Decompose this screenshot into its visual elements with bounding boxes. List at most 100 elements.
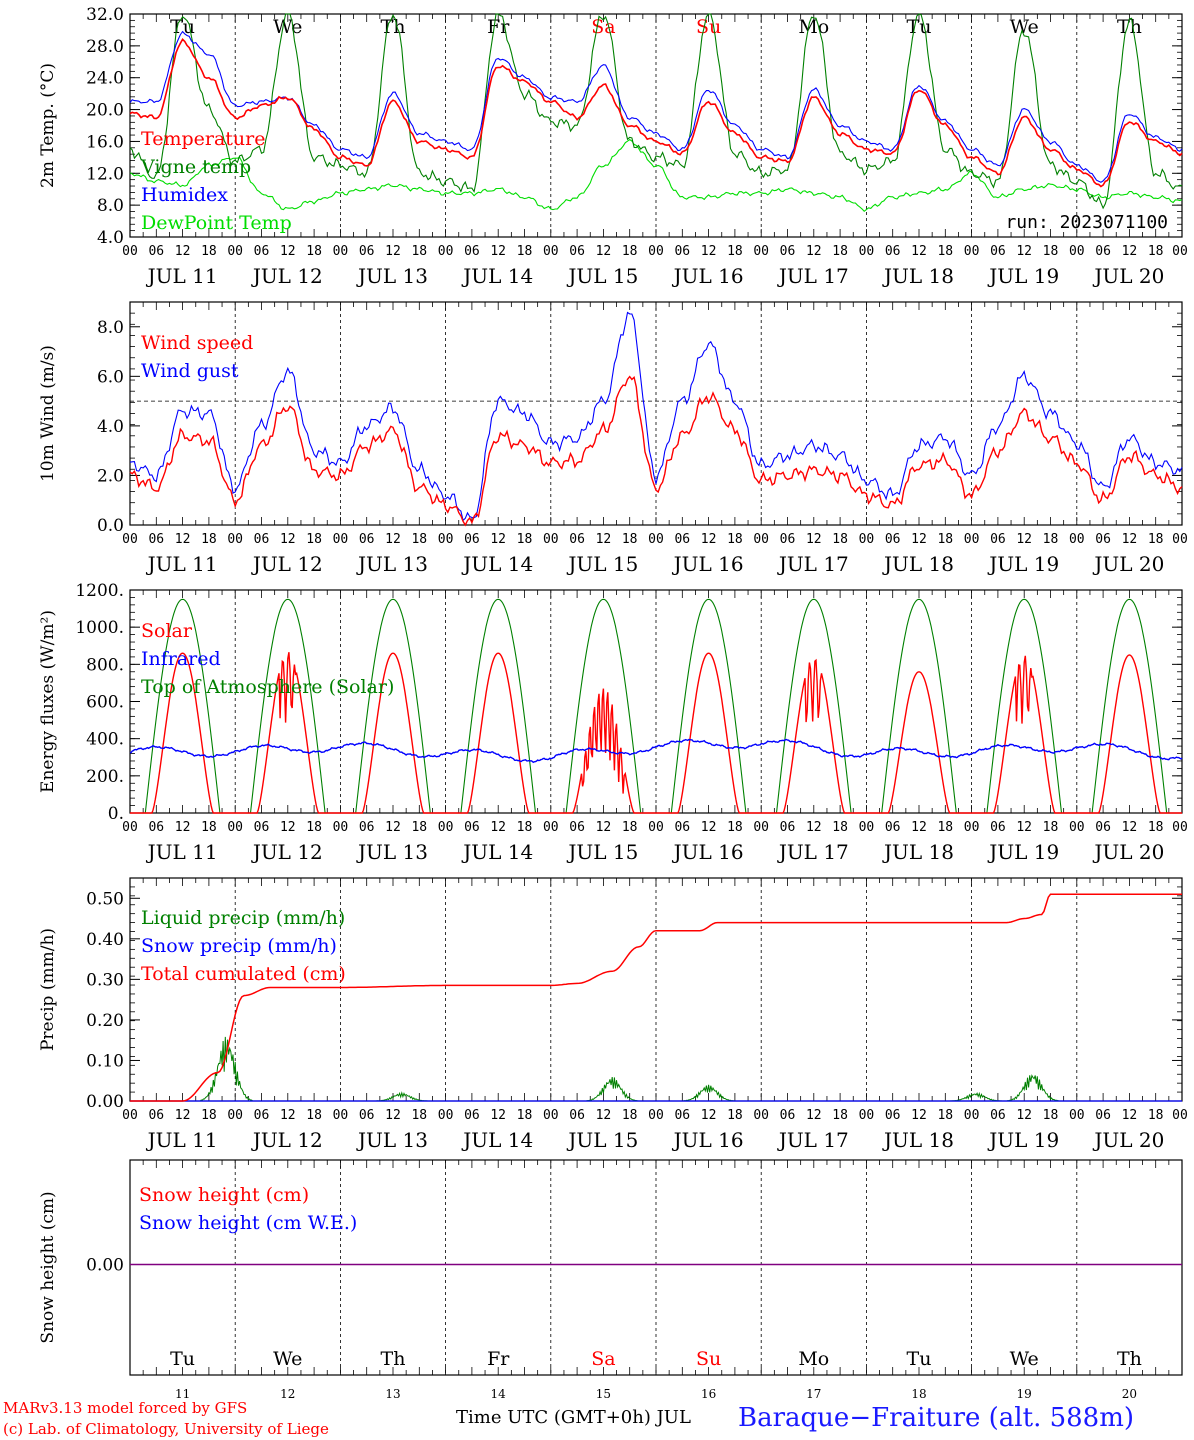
hour-tick-label: 06 xyxy=(885,244,901,259)
hour-tick-label: 12 xyxy=(1016,244,1032,259)
hour-tick-label: 00 xyxy=(859,244,875,259)
hour-tick-label: 06 xyxy=(464,532,480,547)
weekday-label: Th xyxy=(1117,1348,1142,1370)
hour-tick-label: 18 xyxy=(306,244,322,259)
hour-tick-label: 18 xyxy=(1043,532,1059,547)
hour-tick-label: 18 xyxy=(201,244,217,259)
hour-tick-label: 18 xyxy=(832,1108,848,1123)
hour-tick-label: 00 xyxy=(648,820,664,835)
hour-tick-label: 12 xyxy=(1122,244,1138,259)
hour-tick-label: 06 xyxy=(569,244,585,259)
hour-tick-label: 12 xyxy=(1122,532,1138,547)
model-credit: MARv3.13 model forced by GFS xyxy=(3,1399,247,1417)
hour-tick-label: 00 xyxy=(1069,532,1085,547)
date-label: JUL 12 xyxy=(251,840,323,864)
hour-tick-label: 18 xyxy=(937,532,953,547)
hour-tick-label: 00 xyxy=(543,532,559,547)
date-label: JUL 16 xyxy=(672,840,744,864)
day-number-label: 12 xyxy=(280,1387,295,1401)
hour-tick-label: 12 xyxy=(280,244,296,259)
y-tick-label: 800. xyxy=(86,655,124,675)
legend-entry: Vigne temp xyxy=(140,156,251,178)
hour-tick-label: 12 xyxy=(806,1108,822,1123)
hour-tick-label: 12 xyxy=(280,1108,296,1123)
hour-tick-label: 12 xyxy=(701,820,717,835)
hour-tick-label: 06 xyxy=(780,244,796,259)
hour-tick-label: 00 xyxy=(753,820,769,835)
hour-tick-label: 00 xyxy=(227,244,243,259)
date-label: JUL 12 xyxy=(251,1128,323,1152)
hour-tick-label: 12 xyxy=(490,244,506,259)
hour-tick-label: 00 xyxy=(1069,244,1085,259)
date-label: JUL 11 xyxy=(146,1128,218,1152)
y-tick-label: 0. xyxy=(108,804,124,824)
hour-tick-label: 18 xyxy=(832,244,848,259)
hour-tick-label: 12 xyxy=(1016,1108,1032,1123)
hour-tick-label: 18 xyxy=(1148,1108,1164,1123)
legend-entry: Infrared xyxy=(141,648,221,670)
y-tick-label: 0.0 xyxy=(97,516,124,536)
legend-entry: Snow precip (mm/h) xyxy=(141,935,337,957)
day-number-label: 17 xyxy=(806,1387,821,1401)
day-number-label: 15 xyxy=(596,1387,611,1401)
hour-tick-label: 00 xyxy=(438,244,454,259)
hour-tick-label: 06 xyxy=(464,244,480,259)
y-tick-label: 1000. xyxy=(75,618,124,638)
day-number-label: 13 xyxy=(385,1387,400,1401)
date-label: JUL 14 xyxy=(461,552,533,576)
hour-tick-label: 06 xyxy=(885,532,901,547)
hour-tick-label: 00 xyxy=(964,244,980,259)
hour-tick-label: 12 xyxy=(911,244,927,259)
y-tick-label: 6.0 xyxy=(97,367,124,387)
hour-tick-label: 00 xyxy=(122,244,138,259)
hour-tick-label: 00 xyxy=(333,532,349,547)
hour-tick-label: 06 xyxy=(1095,1108,1111,1123)
hour-tick-label: 18 xyxy=(622,820,638,835)
day-number-label: 19 xyxy=(1017,1387,1032,1401)
legend-entry: Wind gust xyxy=(141,360,239,382)
date-label: JUL 15 xyxy=(566,552,638,576)
hour-tick-label: 00 xyxy=(753,1108,769,1123)
hour-tick-label: 00 xyxy=(859,1108,875,1123)
snow-panel: Snow height (cm) 0.00 Snow height (cm) Snow… xyxy=(38,1159,1183,1401)
date-label: JUL 19 xyxy=(987,264,1059,288)
y-axis-label: 2m Temp. (°C) xyxy=(38,63,58,188)
date-label: JUL 17 xyxy=(777,552,849,576)
hour-tick-label: 12 xyxy=(806,244,822,259)
date-label: JUL 16 xyxy=(672,1128,744,1152)
hour-tick-label: 06 xyxy=(254,1108,270,1123)
date-label: JUL 18 xyxy=(882,552,954,576)
plot-frame xyxy=(129,13,1183,238)
hour-tick-label: 12 xyxy=(490,820,506,835)
weekday-label: Su xyxy=(696,16,721,38)
legend-entry: Wind speed xyxy=(141,332,253,354)
y-tick-label: 0.20 xyxy=(86,1011,124,1031)
date-label: JUL 13 xyxy=(356,840,428,864)
hour-tick-label: 00 xyxy=(753,244,769,259)
y-tick-label: 1200. xyxy=(75,581,124,601)
hour-tick-label: 18 xyxy=(622,1108,638,1123)
day-number-label: 16 xyxy=(701,1387,716,1401)
weekday-label: Th xyxy=(381,16,406,38)
hour-tick-label: 18 xyxy=(727,532,743,547)
plot-frame xyxy=(129,301,1183,526)
hour-tick-label: 18 xyxy=(517,820,533,835)
hour-tick-label: 00 xyxy=(1172,532,1188,547)
date-label: JUL 11 xyxy=(146,552,218,576)
y-axis-label: 10m Wind (m/s) xyxy=(38,345,58,482)
hour-tick-label: 18 xyxy=(937,244,953,259)
y-tick-label: 400. xyxy=(86,730,124,750)
date-label: JUL 15 xyxy=(566,1128,638,1152)
series-infrared xyxy=(129,738,1183,764)
legend-entry: DewPoint Temp xyxy=(141,212,292,234)
hour-tick-label: 18 xyxy=(727,820,743,835)
hour-tick-label: 18 xyxy=(201,532,217,547)
hour-tick-label: 18 xyxy=(1148,532,1164,547)
hour-tick-label: 18 xyxy=(1043,1108,1059,1123)
date-label: JUL 13 xyxy=(356,264,428,288)
hour-tick-label: 18 xyxy=(517,244,533,259)
hour-tick-label: 12 xyxy=(701,532,717,547)
hour-tick-label: 00 xyxy=(1172,244,1188,259)
hour-tick-label: 06 xyxy=(359,1108,375,1123)
